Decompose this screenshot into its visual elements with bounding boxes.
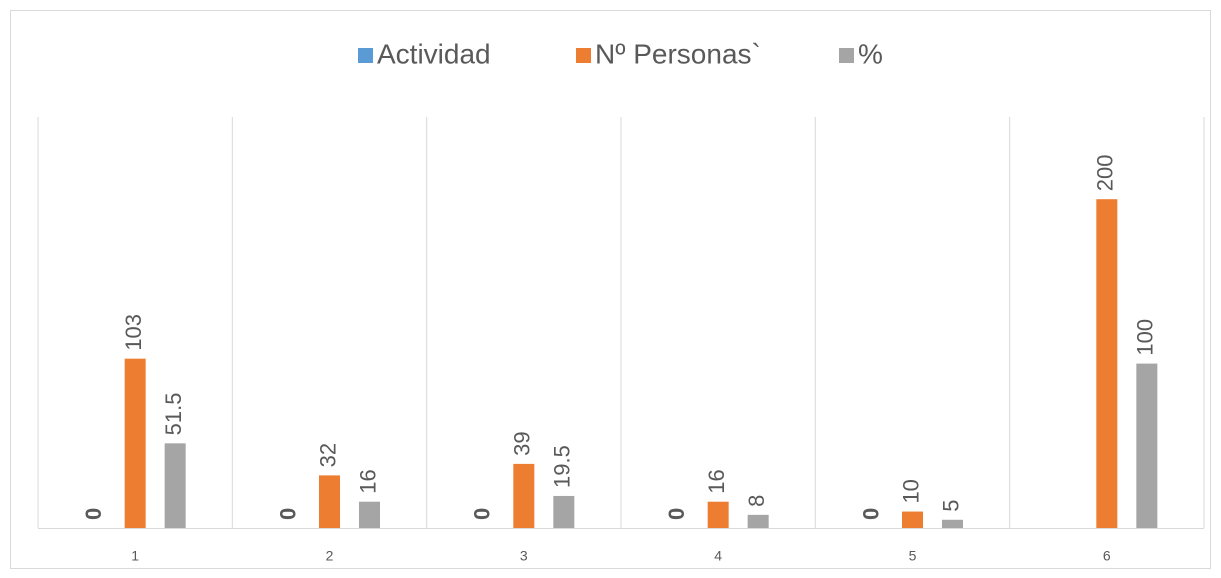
x-tick-label: 6: [1103, 548, 1111, 564]
x-tick-label: 2: [326, 548, 334, 564]
data-label: 19.5: [550, 445, 575, 488]
legend-swatch: [576, 48, 591, 63]
bar: [942, 519, 963, 528]
data-label: 5: [938, 500, 963, 512]
bar: [747, 514, 769, 528]
bar: [553, 495, 575, 528]
data-label: 39: [510, 431, 535, 455]
data-label: 0: [81, 508, 106, 520]
bar: [1096, 199, 1118, 528]
bar: [359, 501, 380, 528]
chart-border: [10, 10, 1211, 569]
data-label: 0: [664, 508, 689, 520]
legend-swatch: [839, 48, 854, 63]
data-label: 32: [315, 443, 340, 467]
bar: [164, 443, 186, 528]
data-label: 100: [1133, 319, 1158, 356]
x-tick-label: 3: [520, 548, 528, 564]
data-label: 51.5: [161, 393, 186, 436]
bar: [902, 511, 923, 528]
legend-label: Actividad: [377, 38, 491, 69]
data-label: 10: [898, 479, 923, 503]
data-label: 0: [275, 508, 300, 520]
bar: [124, 358, 146, 528]
x-tick-label: 1: [131, 548, 139, 564]
data-label: 8: [744, 495, 769, 507]
data-label: 200: [1093, 154, 1118, 191]
bar: [513, 463, 535, 528]
data-label: 0: [858, 508, 883, 520]
data-label: 16: [355, 469, 380, 493]
bar: [707, 501, 729, 528]
data-label: 0: [470, 508, 495, 520]
x-tick-label: 4: [714, 548, 722, 564]
legend-label: %: [858, 38, 883, 69]
data-label: 103: [121, 314, 146, 351]
legend-label: Nº Personas`: [595, 38, 761, 69]
bar: [319, 475, 340, 528]
bar: [1136, 363, 1158, 528]
legend-swatch: [358, 48, 373, 63]
x-tick-label: 5: [909, 548, 917, 564]
data-label: 16: [704, 469, 729, 493]
